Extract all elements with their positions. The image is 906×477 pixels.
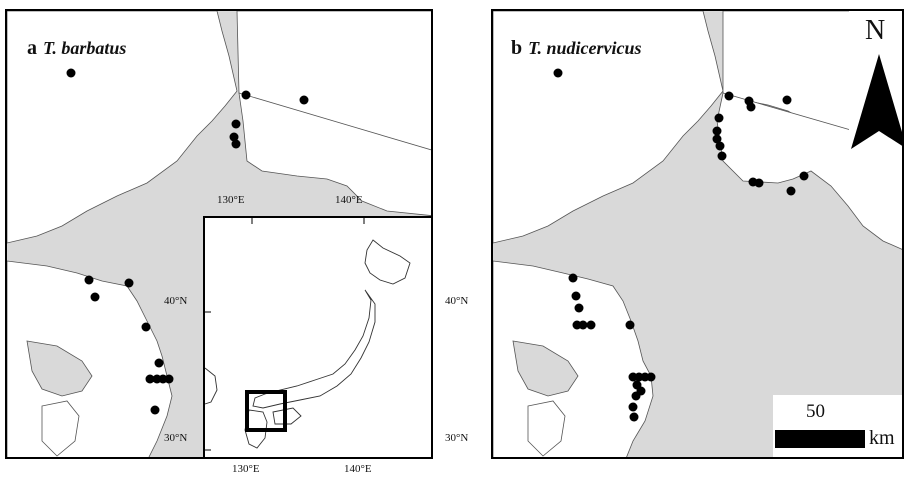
occurrence-point <box>84 275 94 285</box>
study-area-box <box>245 390 287 432</box>
occurrence-point <box>574 303 584 313</box>
panel-b-species: T. nudicervicus <box>528 38 642 58</box>
occurrence-point <box>646 372 656 382</box>
occurrence-point <box>625 320 635 330</box>
occurrence-point <box>628 402 638 412</box>
occurrence-point <box>141 322 151 332</box>
inset-land-honshu <box>252 289 376 409</box>
inset-land-kyushu <box>244 409 268 449</box>
panel-a-letter: a <box>27 37 37 59</box>
occurrence-points-b <box>553 68 809 422</box>
panel-a-lon-tick-130: 130°E <box>217 194 245 206</box>
occurrence-point <box>724 91 734 101</box>
land-mass-korea <box>493 11 724 244</box>
occurrence-point <box>631 391 641 401</box>
occurrence-point <box>90 292 100 302</box>
occurrence-point <box>568 273 578 283</box>
panel-a-label: a T. barbatus <box>27 37 126 60</box>
inset-lon-tick-130: 130°E <box>232 463 260 475</box>
occurrence-point <box>629 412 639 422</box>
panel-b-letter: b <box>511 37 523 59</box>
map-panel-a: a T. barbatus 130°E 140°E <box>5 9 433 459</box>
occurrence-point <box>164 374 174 384</box>
occurrence-point <box>786 186 796 196</box>
occurrence-point <box>145 374 155 384</box>
coastline-map-a <box>7 11 431 457</box>
land-mass-island-sw <box>41 400 80 457</box>
inset-map-japan <box>205 218 411 451</box>
inset-land-korea-edge <box>205 367 218 405</box>
scale-bar-value: 50 <box>806 401 825 422</box>
occurrence-point <box>150 405 160 415</box>
inset-land-hokkaido <box>364 239 411 285</box>
occurrence-point <box>782 95 792 105</box>
inset-land-shikoku <box>272 407 302 425</box>
occurrence-point <box>578 320 588 330</box>
inset-lon-tick-140: 140°E <box>344 463 372 475</box>
panel-a-lon-tick-140: 140°E <box>335 194 363 206</box>
land-mass-korea <box>7 11 238 244</box>
occurrence-point <box>712 134 722 144</box>
occurrence-point <box>714 113 724 123</box>
occurrence-point <box>229 132 239 142</box>
scale-bar-graphic <box>775 430 865 448</box>
occurrence-point <box>66 68 76 78</box>
inset-lat-tick-30-right: 30°N <box>445 432 469 444</box>
land-mass-peninsula <box>26 340 93 397</box>
occurrence-point <box>231 119 241 129</box>
occurrence-point <box>154 358 164 368</box>
occurrence-point <box>746 102 756 112</box>
occurrence-point <box>712 126 722 136</box>
inset-lat-tick-30-left: 30°N <box>164 432 188 444</box>
inset-map <box>203 216 431 457</box>
occurrence-point <box>715 141 725 151</box>
map-panel-b: b T. nudicervicus N <box>491 9 904 459</box>
north-arrow-label: N <box>865 15 886 46</box>
occurrence-point <box>586 320 596 330</box>
occurrence-point <box>553 68 563 78</box>
land-mass-island-sw <box>527 400 566 457</box>
occurrence-point <box>754 178 764 188</box>
inset-lat-tick-40-right: 40°N <box>445 295 469 307</box>
occurrence-point <box>571 291 581 301</box>
occurrence-point <box>231 139 241 149</box>
occurrence-point <box>799 171 809 181</box>
occurrence-points-a <box>66 68 309 415</box>
occurrence-point <box>299 95 309 105</box>
occurrence-point <box>241 90 251 100</box>
occurrence-point <box>717 151 727 161</box>
panel-b-label: b T. nudicervicus <box>511 37 641 60</box>
inset-lat-tick-40-left: 40°N <box>164 295 188 307</box>
north-arrow-icon <box>851 54 902 149</box>
land-mass-peninsula <box>512 340 579 397</box>
land-mass-east <box>238 92 431 216</box>
panel-a-species: T. barbatus <box>43 38 127 58</box>
occurrence-point <box>124 278 134 288</box>
scale-bar-unit: km <box>869 427 895 449</box>
